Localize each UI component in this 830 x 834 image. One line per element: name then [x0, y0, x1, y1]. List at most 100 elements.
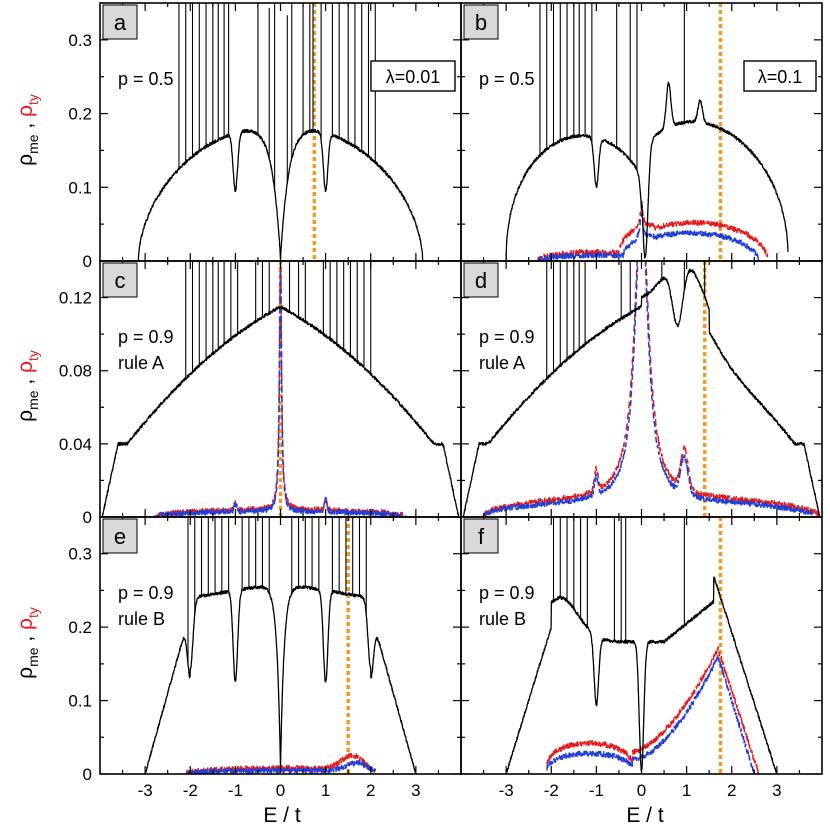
- panel-label-box-f: [463, 518, 499, 554]
- panel-label-b: b: [475, 10, 487, 35]
- axes-frame-e: [99, 516, 462, 775]
- ylabel-sep: ,: [14, 630, 37, 648]
- panel-label-box-b: [463, 4, 499, 40]
- ylabel-sep: ,: [14, 117, 37, 135]
- panels-group: 0 0.1 0.2 0.3 a p = 0.5 λ=0.01 b p = 0.5 λ=0.1 0 0.…: [59, 2, 823, 800]
- panel-label-box-d: [463, 262, 499, 298]
- xtick-label: 0: [276, 781, 285, 800]
- annotation-b: p = 0.5: [479, 69, 535, 89]
- series-ty_blue-d: [482, 261, 814, 517]
- xtick-label: 1: [321, 781, 330, 800]
- ylabel-rho-ty: ρ: [14, 105, 37, 117]
- panel-label-e: e: [114, 524, 126, 549]
- ylabel-rho-ty: ρ: [14, 618, 37, 630]
- ytick-label: 0: [83, 508, 92, 527]
- ytick-label: 0.3: [68, 545, 92, 564]
- axes-frame-b: [460, 2, 823, 262]
- plot-area-c: [101, 261, 460, 517]
- ytick-label: 0.1: [68, 178, 92, 197]
- plot-area-f: [505, 517, 778, 774]
- ylabel-sep: ,: [14, 373, 37, 391]
- panel-d: d p = 0.9 rule A: [460, 260, 823, 518]
- ytick-label: 0.12: [59, 289, 92, 308]
- svg-text:ρme , ρty: ρme , ρty: [14, 350, 41, 422]
- xtick-label: 2: [727, 781, 736, 800]
- xtick-label: 2: [366, 781, 375, 800]
- xlabel-left: E / t: [263, 804, 301, 827]
- ytick-label: 0.04: [59, 435, 92, 454]
- xtick-label: -3: [138, 781, 153, 800]
- xlabel-right: E / t: [626, 804, 664, 827]
- series-ty_red-f: [546, 646, 760, 774]
- annotation-f: rule B: [479, 609, 526, 629]
- panel-a: 0 0.1 0.2 0.3 a p = 0.5 λ=0.01: [68, 2, 462, 271]
- panel-label-box-e: [102, 518, 138, 554]
- ylabel-rho-ty: ρ: [14, 361, 37, 373]
- ytick-label: 0: [83, 252, 92, 271]
- svg-text:ρme , ρty: ρme , ρty: [14, 94, 41, 166]
- panel-label-box-a: [102, 4, 138, 40]
- svg-text:ρme , ρty: ρme , ρty: [14, 607, 41, 679]
- lambda-box-a: [370, 60, 456, 92]
- xtick-label: -2: [183, 781, 198, 800]
- ylabel-sub-ty: ty: [25, 350, 41, 361]
- ytick-label: 0.2: [68, 618, 92, 637]
- ylabel-sub-ty: ty: [25, 94, 41, 105]
- annotation-e: rule B: [118, 609, 165, 629]
- plot-area-a: [137, 3, 424, 261]
- axes-frame-f: [460, 516, 823, 775]
- xtick-label: -2: [544, 781, 559, 800]
- annotation-c: p = 0.9: [118, 327, 174, 347]
- ytick-label: 0.2: [68, 105, 92, 124]
- ytick-label: 0: [83, 765, 92, 784]
- series-ty_red-b: [537, 204, 769, 261]
- ylabel-sub-me: me: [25, 134, 41, 154]
- annotation-d: rule A: [479, 353, 525, 373]
- ylabel-rho-me: ρ: [14, 667, 37, 679]
- ylabel-sub-me: me: [25, 647, 41, 667]
- series-ty_blue-f: [546, 653, 755, 774]
- panel-label-c: c: [115, 268, 126, 293]
- xtick-label: 3: [411, 781, 420, 800]
- xtick-label: 1: [682, 781, 691, 800]
- ytick-label: 0.3: [68, 31, 92, 50]
- ylabel-rho-me: ρ: [14, 154, 37, 166]
- panel-b: b p = 0.5 λ=0.1: [460, 2, 823, 262]
- plot-area-d: [462, 261, 821, 517]
- xtick-label: 3: [772, 781, 781, 800]
- panel-e: -3 -2 -1 0 1 2 3 0 0.1 0.2 0.3 e p = 0.9 rule B: [68, 516, 462, 800]
- xtick-label: 0: [637, 781, 646, 800]
- annotation-c: rule A: [118, 353, 164, 373]
- panel-label-box-c: [102, 262, 138, 298]
- xtick-label: -1: [589, 781, 604, 800]
- series-ty_blue-b: [537, 213, 760, 261]
- panel-c: 0 0.04 0.08 0.12 c p = 0.9 rule A: [59, 260, 462, 527]
- ylabel-c: ρme , ρty: [14, 350, 41, 422]
- series-me-a: [137, 128, 424, 261]
- xtick-label: -1: [228, 781, 243, 800]
- ytick-label: 0.1: [68, 692, 92, 711]
- panel-label-a: a: [114, 10, 127, 35]
- axes-frame-a: [99, 2, 462, 262]
- series-me-e: [144, 585, 417, 774]
- panel-label-f: f: [478, 524, 485, 549]
- series-me-f: [505, 576, 778, 774]
- plot-area-e: [144, 517, 417, 774]
- series-me-d: [462, 268, 820, 517]
- series-ty_red-d: [482, 261, 821, 517]
- ytick-label: 0.08: [59, 362, 92, 381]
- lambda-label-a: λ=0.01: [386, 67, 441, 87]
- ylabel-a: ρme , ρty: [14, 94, 41, 166]
- annotation-e: p = 0.9: [118, 583, 174, 603]
- panel-label-d: d: [475, 268, 487, 293]
- ylabel-e: ρme , ρty: [14, 607, 41, 679]
- series-me-b: [505, 81, 789, 261]
- plot-area-b: [505, 3, 789, 261]
- series-me-c: [101, 305, 460, 517]
- lambda-box-b: [743, 60, 817, 92]
- panel-f: -3 -2 -1 0 1 2 3 f p = 0.9 rule B: [460, 516, 823, 800]
- annotation-f: p = 0.9: [479, 583, 535, 603]
- ylabel-rho-me: ρ: [14, 410, 37, 422]
- series-ty_blue-c: [153, 268, 408, 517]
